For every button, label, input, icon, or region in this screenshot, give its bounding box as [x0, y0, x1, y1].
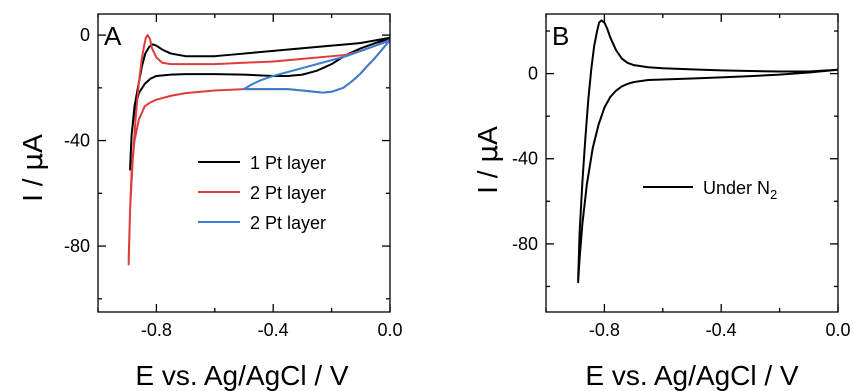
panel-a-axes-frame: [97, 13, 391, 313]
panel-b-plot-area: [577, 19, 838, 284]
panel-a-x-tick-label: 0.0: [377, 320, 402, 340]
panel-a-y-tick-label: 0: [80, 25, 90, 45]
panel-b: B I / μA E vs. Ag/AgCl / V -0.8 -0.4 0.0 0 -…: [471, 13, 851, 391]
panel-b-x-tick-label: -0.8: [589, 320, 620, 340]
panel-a-legend-label-3: 2 Pt layer: [250, 213, 326, 233]
panel-b-legend-label: Under N2: [703, 178, 777, 202]
panel-b-y-axis-label: I / μA: [471, 126, 504, 194]
panel-b-label: B: [552, 21, 569, 51]
panel-a-y-tick-label: -80: [64, 236, 90, 256]
panel-a-legend-label-1: 1 Pt layer: [250, 153, 326, 173]
panel-a-series-line-1: [129, 36, 390, 171]
panel-a-plot-area: [127, 34, 390, 266]
panel-a-y-axis-label: I / μA: [16, 134, 49, 202]
panel-a-label: A: [104, 21, 122, 51]
panel-a-x-axis-label: E vs. Ag/AgCl / V: [135, 360, 349, 391]
panel-a-series-line-3: [243, 39, 390, 94]
panel-b-x-tick-label: 0.0: [825, 320, 850, 340]
panel-a-legend: 1 Pt layer 2 Pt layer 2 Pt layer: [198, 153, 326, 233]
panel-a-x-tick-label: -0.4: [258, 320, 289, 340]
panel-a: A I / μA E vs. Ag/AgCl / V -0.8 -0.4 0.0 0 -…: [16, 13, 403, 391]
panel-a-x-tick-label: -0.8: [141, 320, 172, 340]
panel-b-x-tick-label: -0.4: [706, 320, 737, 340]
panel-b-series-line-1: [577, 19, 838, 284]
panel-b-y-tick-label: -40: [512, 149, 538, 169]
panel-b-x-axis-label: E vs. Ag/AgCl / V: [585, 360, 799, 391]
panel-a-legend-label-2: 2 Pt layer: [250, 183, 326, 203]
panel-b-axes-frame: [545, 13, 839, 313]
panel-a-y-tick-label: -40: [64, 131, 90, 151]
panel-b-legend: Under N2: [643, 178, 777, 202]
panel-b-y-tick-label: 0: [528, 64, 538, 84]
panel-b-y-tick-label: -80: [512, 234, 538, 254]
